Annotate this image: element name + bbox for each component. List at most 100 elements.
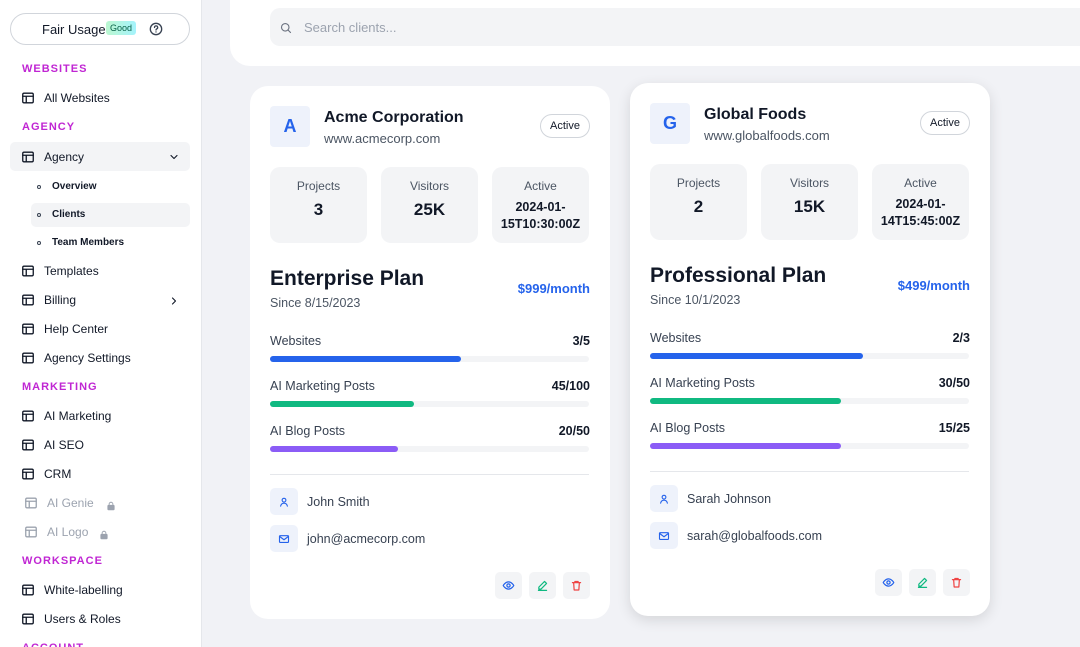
avatar: A — [270, 106, 310, 147]
nav-item[interactable]: Templates — [10, 257, 190, 284]
stat-box: Active 2024-01-15T10:30:00Z — [492, 167, 589, 243]
usage-label: AI Marketing Posts — [270, 379, 375, 393]
nav-item[interactable]: CRM — [10, 460, 190, 487]
contact-email: sarah@globalfoods.com — [687, 529, 822, 543]
delete-icon — [950, 576, 963, 589]
progress-track — [270, 356, 589, 362]
usage-label: AI Blog Posts — [650, 421, 726, 435]
sub-nav-item[interactable]: Clients — [31, 203, 190, 227]
nav-item[interactable]: Billing — [10, 286, 190, 313]
nav-label: Help Center — [44, 321, 109, 336]
plan-since: Since 8/15/2023 — [270, 296, 361, 310]
nav-label: White-labelling — [44, 582, 123, 597]
nav-label: Templates — [44, 263, 99, 278]
sub-nav-label: Team Members — [52, 237, 125, 248]
stat-label: Projects — [676, 176, 721, 190]
client-website: www.acmecorp.com — [324, 131, 441, 146]
stat-box: Visitors 15K — [761, 164, 858, 240]
section-heading: WEBSITES — [22, 63, 88, 75]
edit-button[interactable] — [909, 569, 936, 596]
sub-nav-label: Overview — [52, 181, 97, 192]
view-icon — [882, 576, 895, 589]
stat-box: Active 2024-01-14T15:45:00Z — [872, 164, 969, 240]
view-button[interactable] — [875, 569, 902, 596]
sub-nav-item[interactable]: Overview — [31, 175, 190, 199]
nav-item[interactable]: AI SEO — [10, 431, 190, 458]
sub-nav-item[interactable]: Team Members — [31, 231, 190, 255]
contact-icon-box — [650, 522, 678, 549]
nav-icon — [21, 467, 35, 481]
client-card: G Global Foods www.globalfoods.com Active Pr… — [630, 83, 990, 616]
nav-icon — [21, 351, 35, 365]
nav-item[interactable]: Users & Roles — [10, 605, 190, 632]
status-pill: Active — [920, 111, 970, 135]
nav-item[interactable]: Agency Settings — [10, 344, 190, 371]
delete-button[interactable] — [563, 572, 590, 599]
stat-box: Visitors 25K — [381, 167, 478, 243]
section-heading: ACCOUNT — [22, 642, 84, 647]
nav-icon — [21, 583, 35, 597]
usage-value: 15/25 — [938, 421, 970, 435]
nav-icon — [21, 150, 35, 164]
delete-button[interactable] — [943, 569, 970, 596]
nav-item[interactable]: AI Marketing — [10, 402, 190, 429]
progress-bar — [650, 353, 863, 359]
nav-label: AI Logo — [47, 524, 89, 539]
client-name: Global Foods — [704, 106, 807, 123]
search-box[interactable]: Search clients... — [270, 8, 1080, 46]
plan-since: Since 10/1/2023 — [650, 293, 741, 307]
usage-label: AI Blog Posts — [270, 424, 346, 438]
avatar: G — [650, 103, 690, 144]
usage-value: 20/50 — [558, 424, 590, 438]
edit-button[interactable] — [529, 572, 556, 599]
nav-item[interactable]: Help Center — [10, 315, 190, 342]
stat-label: Visitors — [409, 179, 450, 193]
edit-icon — [536, 579, 549, 592]
edit-icon — [916, 576, 929, 589]
nav-icon — [21, 322, 35, 336]
nav-label: Billing — [44, 292, 77, 307]
contact-icon — [658, 492, 670, 504]
bullet — [37, 213, 41, 217]
progress-track — [270, 446, 589, 452]
progress-bar — [270, 446, 398, 452]
stat-box: Projects 3 — [270, 167, 367, 243]
contact-icon — [658, 529, 670, 541]
usage-label: Websites — [270, 334, 322, 348]
stat-value: 25K — [413, 200, 446, 219]
nav-label: Agency Settings — [44, 350, 131, 365]
view-icon — [502, 579, 515, 592]
nav-label: AI Genie — [47, 495, 94, 510]
contact-icon-box — [270, 525, 298, 552]
nav-label: AI Marketing — [44, 408, 112, 423]
nav-item[interactable]: AI Genie — [10, 489, 190, 516]
progress-track — [650, 353, 969, 359]
progress-bar — [650, 398, 842, 404]
help-icon — [149, 22, 163, 36]
nav-icon — [21, 438, 35, 452]
progress-bar — [270, 401, 414, 407]
view-button[interactable] — [495, 572, 522, 599]
nav-item[interactable]: AI Logo — [10, 518, 190, 545]
contact-icon-box — [650, 485, 678, 512]
top-panel: Search clients... — [230, 0, 1080, 66]
nav-item[interactable]: Agency — [10, 142, 190, 171]
progress-track — [650, 398, 969, 404]
fair-usage-button[interactable]: Fair Usage Good — [10, 13, 190, 45]
nav-label: All Websites — [44, 90, 110, 105]
nav-item[interactable]: White-labelling — [10, 576, 190, 603]
progress-bar — [650, 443, 842, 449]
section-heading: WORKSPACE — [22, 555, 103, 567]
usage-value: 3/5 — [572, 334, 590, 348]
status-badge: Good — [106, 21, 137, 35]
stat-value: 3 — [313, 200, 324, 219]
usage-label: AI Marketing Posts — [650, 376, 755, 390]
search-icon — [280, 21, 292, 34]
stat-label: Active — [524, 179, 557, 193]
plan-name: Professional Plan — [650, 264, 827, 287]
progress-bar — [270, 356, 462, 362]
nav-item[interactable]: All Websites — [10, 84, 190, 111]
delete-icon — [570, 579, 583, 592]
stat-value: 2 — [693, 197, 704, 216]
